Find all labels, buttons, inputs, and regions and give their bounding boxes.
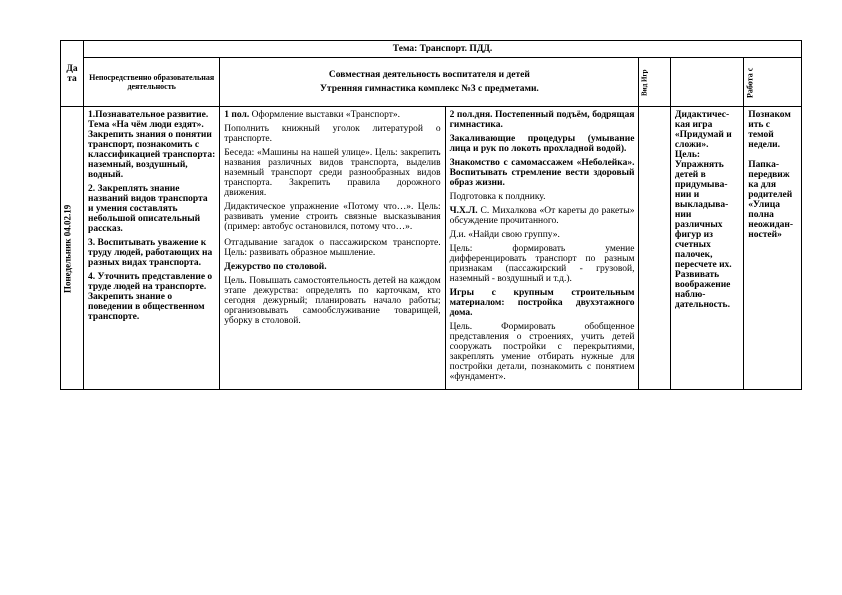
c2-t3: Знакомство с самомассажем «Неболейка». В… xyxy=(450,158,635,188)
nod-p4: 4. Уточнить представление о труде людей … xyxy=(88,272,215,322)
c1-l2: Пополнить книжный уголок литературой о т… xyxy=(224,124,440,144)
cell-narrow xyxy=(639,107,670,390)
hdr-date: Дата xyxy=(61,41,84,107)
c1-l7: Цель. Повышать самостоятельность детей н… xyxy=(224,276,440,326)
hdr-joint: Совместная деятельность воспитателя и де… xyxy=(220,58,639,107)
c1-l1: Оформление выставки «Транспорт». xyxy=(249,110,400,120)
cell-col1: 1 пол. Оформление выставки «Транспорт». … xyxy=(220,107,445,390)
cell-parents: Познакоми­ть с темой недели. Папка-перед… xyxy=(744,107,802,390)
c1-t1: 1 пол. xyxy=(224,110,249,120)
c1-l3: Беседа: «Машины на нашей улице». Цель: з… xyxy=(224,148,440,198)
c2-l3: Д.и. «Найди свою группу». xyxy=(450,230,635,240)
nod-p1: 1.Познавательное развитие. Тема «На чём … xyxy=(88,110,215,180)
hdr-parents: Работа с xyxy=(744,58,802,107)
c2-t1: 2 пол.дня. Постепенный подъём, бодрящая … xyxy=(450,110,635,130)
c2-l4: Цель: формировать умение дифференцироват… xyxy=(450,244,635,284)
hdr-theme: Тема: Транспорт. ПДД. xyxy=(84,41,802,58)
hdr-joint-sub: Утренняя гимнастика комплекс №3 с предме… xyxy=(224,84,634,94)
cell-game: Дидактичес­кая игра «Придумай и сложи». … xyxy=(670,107,743,390)
c2-l1: Подготовка к полднику. xyxy=(450,192,635,202)
cell-col2: 2 пол.дня. Постепенный подъём, бодрящая … xyxy=(445,107,639,390)
nod-p2: 2. Закреплять знание названий видов тран… xyxy=(88,184,215,234)
c2-l6: Цель. Формировать обобщенное представлен… xyxy=(450,322,635,382)
hdr-joint-title: Совместная деятельность воспитателя и де… xyxy=(224,70,634,80)
nod-p3: 3. Воспитывать уважение к труду людей, р… xyxy=(88,238,215,268)
cell-nod: 1.Познавательное развитие. Тема «На чём … xyxy=(84,107,220,390)
hdr-game-empty xyxy=(670,58,743,107)
c2-l2b: Ч.Х.Л. xyxy=(450,206,478,216)
hdr-narrow: Вид Игр xyxy=(639,58,670,107)
c2-l2: С. Михалкова «От кареты до ракеты» обсуж… xyxy=(450,206,635,226)
c1-l5: Отгадывание загадок о пассажирском транс… xyxy=(224,238,440,258)
cell-day: Понедельник 04.02.19 xyxy=(61,107,84,390)
c1-l4: Дидактическое упражнение «Потому что…». … xyxy=(224,202,440,232)
hdr-nod: Непосредственно образовательная деятельн… xyxy=(84,58,220,107)
c2-l5: Игры с крупным строительным материалом: … xyxy=(450,288,635,318)
plan-table: Дата Тема: Транспорт. ПДД. Непосредствен… xyxy=(60,40,802,390)
c1-l6: Дежурство по столовой. xyxy=(224,262,440,272)
c2-t2: Закаливающие процедуры (умывание лица и … xyxy=(450,134,635,154)
